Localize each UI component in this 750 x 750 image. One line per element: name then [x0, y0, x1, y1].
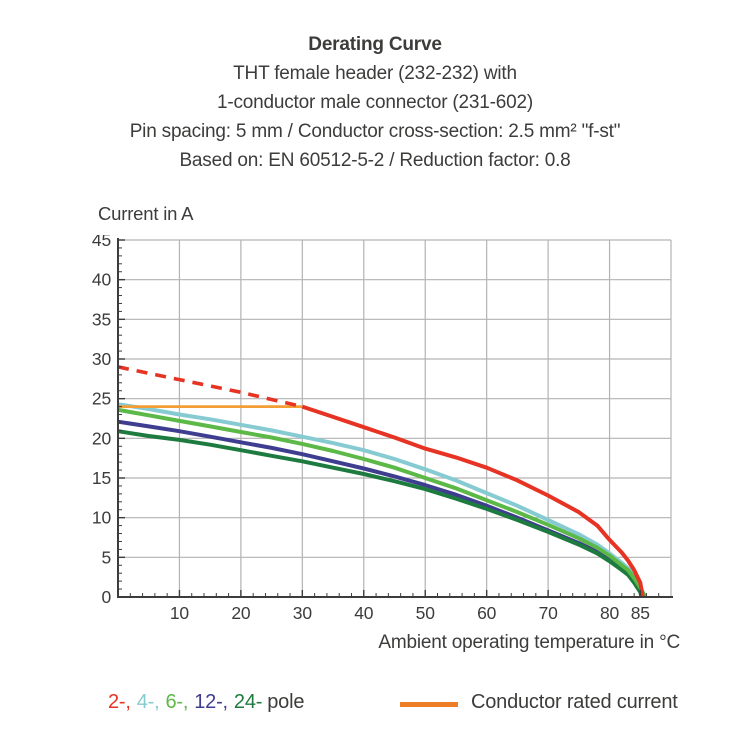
conductor-rated-current-label: Conductor rated current	[471, 691, 678, 713]
chart-title: Derating Curve	[308, 34, 442, 55]
x-tick-label: 85	[631, 603, 650, 623]
y-tick-label: 35	[92, 309, 111, 329]
conductor-rated-current-swatch	[400, 702, 458, 707]
y-tick-label: 10	[92, 508, 112, 528]
y-tick-label: 0	[101, 587, 111, 607]
x-axis-title: Ambient operating temperature in °C	[378, 632, 680, 653]
x-tick-label: 10	[170, 603, 190, 623]
legend-pole-item: 2-,	[108, 691, 131, 713]
series-6-pole	[117, 407, 647, 598]
y-axis-title: Current in A	[98, 203, 194, 224]
chart-subtitle-line-4: Based on: EN 60512-5-2 / Reduction facto…	[179, 150, 571, 171]
chart-subtitle-line-1: THT female header (232-232) with	[233, 63, 517, 84]
x-tick-label: 20	[231, 603, 251, 623]
y-tick-label: 25	[92, 389, 111, 409]
x-tick-label: 80	[600, 603, 620, 623]
title-block: Derating Curve THT female header (232-23…	[0, 30, 750, 175]
chart-subtitle-line-2: 1-conductor male connector (231-602)	[217, 92, 533, 113]
y-tick-label: 30	[92, 349, 112, 369]
x-tick-label: 40	[354, 603, 374, 623]
y-tick-label: 40	[92, 270, 112, 290]
derating-chart: 10 20 30 40 50 60 70 80 85 0 5 10 15 20 25 30 35 40 45	[92, 230, 673, 623]
y-tick-label: 45	[92, 235, 111, 250]
series-2-pole-no-reduction-dashed-	[117, 365, 303, 409]
series-2-pole	[301, 404, 645, 598]
x-tick-label: 70	[539, 603, 559, 623]
x-tick-label: 30	[293, 603, 313, 623]
series-12-pole	[117, 419, 645, 598]
chart-subtitle-line-3: Pin spacing: 5 mm / Conductor cross-sect…	[129, 121, 621, 142]
legend-pole-item: 12-,	[194, 691, 228, 713]
y-tick-label: 20	[92, 428, 112, 448]
series-24-pole	[117, 429, 644, 598]
y-tick-label: 15	[92, 468, 111, 488]
legend-pole-item: 6-,	[165, 691, 189, 713]
x-tick-label: 60	[477, 603, 497, 623]
y-tick-label: 5	[101, 547, 111, 567]
legend-pole-counts: 2-, 4-, 6-, 12-, 24- pole	[108, 691, 304, 714]
legend-pole-suffix: pole	[267, 691, 305, 713]
legend-pole-item: 24-	[233, 691, 263, 713]
legend-pole-item: 4-,	[136, 691, 160, 713]
x-tick-label: 50	[416, 603, 436, 623]
chart-area: 10 20 30 40 50 60 70 80 85 0 5 10 15 20 25 30 35 40 45	[85, 230, 690, 630]
